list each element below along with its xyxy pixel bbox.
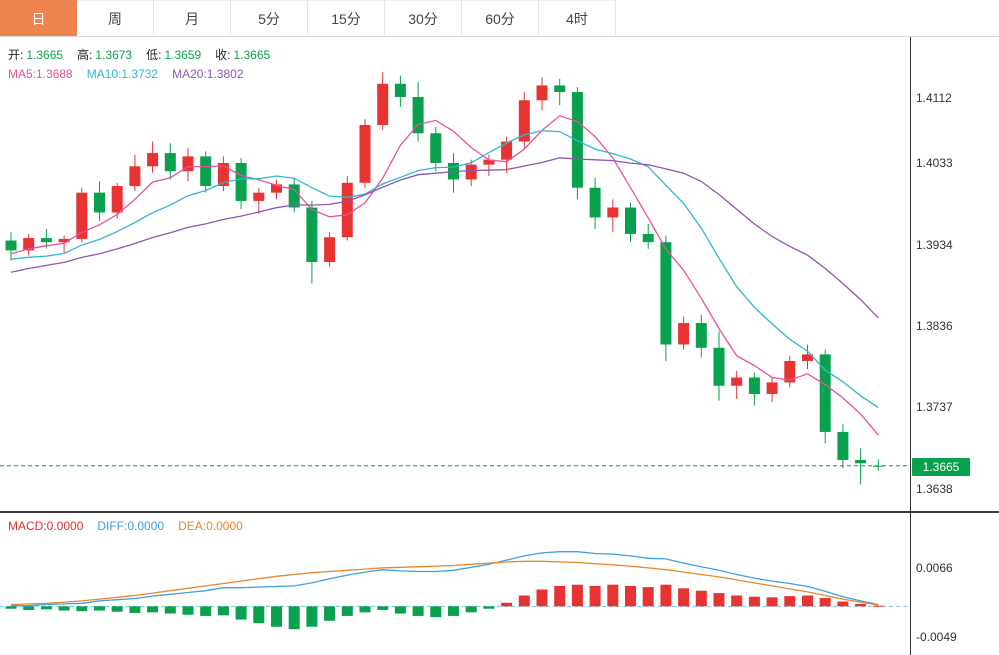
axis-tick-label: 1.3934 bbox=[916, 237, 953, 252]
open-value: 1.3665 bbox=[26, 48, 64, 62]
ma10-value: 1.3732 bbox=[121, 67, 159, 81]
dea-value: 0.0000 bbox=[206, 519, 243, 533]
timeframe-tabbar: 日 周 月 5分 15分 30分 60分 4时 bbox=[0, 0, 999, 37]
ma5-value: 1.3688 bbox=[36, 67, 73, 81]
ma20-label: MA20: bbox=[172, 67, 207, 81]
high-value: 1.3673 bbox=[95, 48, 133, 62]
macd-indicator-chart[interactable] bbox=[0, 514, 910, 655]
macd-label: MACD: bbox=[8, 519, 47, 533]
macd-value: 0.0000 bbox=[46, 519, 84, 533]
tab-30min[interactable]: 30分 bbox=[385, 0, 462, 36]
close-label: 收: bbox=[215, 48, 231, 62]
axis-tick-label: 1.3638 bbox=[916, 482, 953, 497]
axis-tick-label: 1.3737 bbox=[916, 400, 953, 415]
last-price-badge: 1.3665 bbox=[912, 457, 970, 476]
ohlc-readout: 开: 1.3665 高: 1.3673 低: 1.3659 收: 1.3665 bbox=[8, 46, 284, 63]
tab-15min[interactable]: 15分 bbox=[308, 0, 385, 36]
price-axis-line bbox=[910, 37, 911, 655]
tab-4hour[interactable]: 4时 bbox=[539, 0, 616, 36]
panel-divider bbox=[0, 511, 999, 513]
diff-label: DIFF: bbox=[97, 519, 128, 533]
tab-week[interactable]: 周 bbox=[77, 0, 154, 36]
low-label: 低: bbox=[146, 48, 162, 62]
close-value: 1.3665 bbox=[233, 48, 271, 62]
tab-day[interactable]: 日 bbox=[0, 0, 77, 36]
ma-readout: MA5:1.3688 MA10:1.3732 MA20:1.3802 bbox=[8, 67, 258, 81]
ma5-label: MA5: bbox=[8, 67, 37, 81]
diff-value: 0.0000 bbox=[127, 519, 165, 533]
candles-layer bbox=[5, 72, 884, 485]
low-value: 1.3659 bbox=[164, 48, 202, 62]
tab-month[interactable]: 月 bbox=[154, 0, 231, 36]
macd-histogram bbox=[5, 584, 884, 630]
diff-line bbox=[11, 551, 879, 607]
axis-tick-label: 1.3836 bbox=[916, 318, 953, 333]
ma10-label: MA10: bbox=[86, 67, 122, 81]
axis-tick-label: 0.0066 bbox=[916, 560, 953, 575]
dea-label: DEA: bbox=[178, 519, 207, 533]
ma20-line bbox=[10, 157, 879, 319]
axis-tick-label: 1.4112 bbox=[916, 90, 952, 105]
tab-60min[interactable]: 60分 bbox=[462, 0, 539, 36]
main-candlestick-chart[interactable] bbox=[0, 37, 910, 513]
macd-readout: MACD:0.0000 DIFF:0.0000 DEA:0.0000 bbox=[8, 519, 257, 533]
open-label: 开: bbox=[8, 48, 24, 62]
tab-5min[interactable]: 5分 bbox=[231, 0, 308, 36]
ma10-line bbox=[10, 130, 879, 409]
high-label: 高: bbox=[77, 48, 93, 62]
ma20-value: 1.3802 bbox=[206, 67, 244, 81]
ma5-line bbox=[10, 115, 879, 436]
dea-line bbox=[10, 560, 879, 606]
axis-tick-label: -0.0049 bbox=[916, 629, 957, 644]
axis-tick-label: 1.4033 bbox=[916, 156, 953, 171]
price-axis: 1.3665 1.4112 1.4033 1.3934 1.3836 1.3737 1.3… bbox=[911, 36, 999, 655]
